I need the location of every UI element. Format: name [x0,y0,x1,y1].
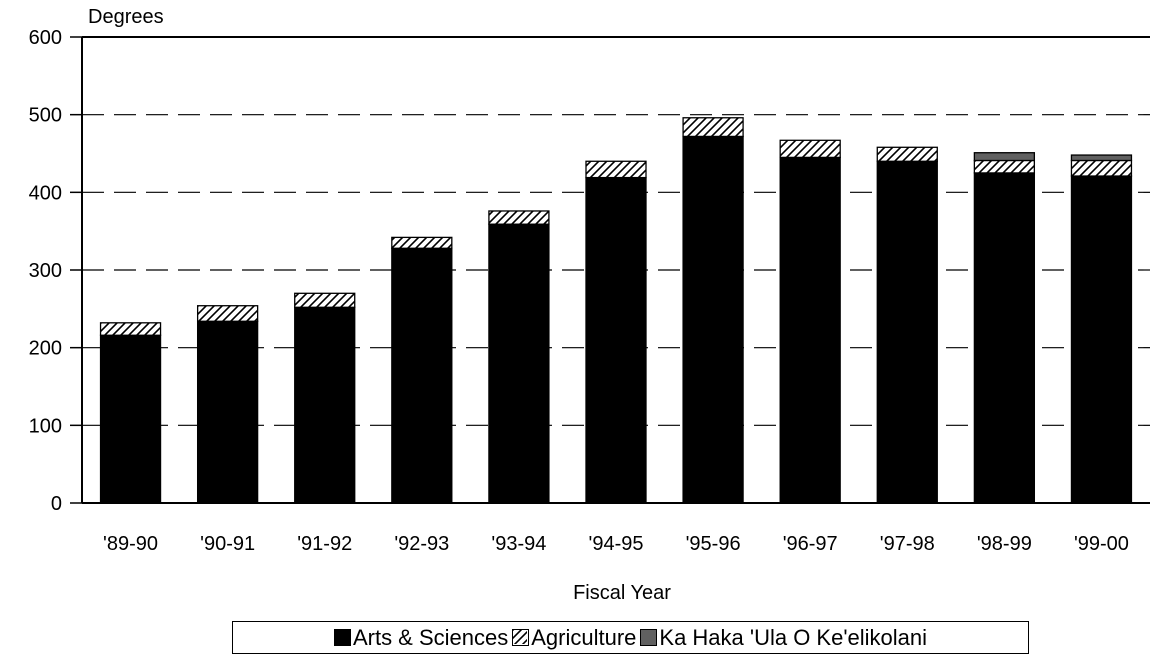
bar-segment [973,159,1036,174]
bars [99,117,1133,504]
y-tick-label: 300 [29,260,62,282]
bar-segment [973,152,1036,162]
legend-label: Arts & Sciences [352,624,509,650]
x-tick-label: '99-00 [1074,533,1129,555]
x-tick-label: '92-93 [394,533,449,555]
x-axis-title: Fiscal Year [573,582,671,604]
legend: Arts & Sciences Agriculture Ka Haka 'Ula O… [232,621,1029,654]
bar-segment [779,156,841,504]
bar-segment [196,320,259,504]
x-tick-label: '96-97 [783,533,838,555]
legend-item: Ka Haka 'Ula O Ke'elikolani [640,625,927,651]
bar-segment [585,176,647,504]
bar-segment [294,292,356,308]
x-tick-label: '90-91 [200,533,255,555]
bar-segment [196,305,259,322]
bar-segment [1070,154,1133,162]
y-axis-title: Degrees [88,6,164,28]
bar-segment [391,247,453,504]
x-tick-label: '97-98 [880,533,935,555]
y-tick-labels: 0 100 200 300 400 500 600 [29,27,62,515]
bar-segment [99,322,162,336]
legend-swatch [333,629,351,646]
y-tick-label: 200 [29,338,62,360]
y-tick-label: 600 [29,27,62,49]
legend-item: Agriculture [512,625,636,651]
x-tick-label: '98-99 [977,533,1032,555]
chart: Degrees 0 100 200 300 400 500 600 '89-90 '90-91… [29,6,1150,604]
bar-segment [585,160,647,179]
bar-segment [488,223,550,504]
bar-segment [682,135,744,504]
x-tick-label: '91-92 [297,533,352,555]
legend-swatch [512,629,530,646]
x-tick-label: '95-96 [686,533,741,555]
x-tick-label: '93-94 [491,533,546,555]
bar-segment [973,172,1036,504]
bar-segment [294,306,356,504]
legend-item: Arts & Sciences [333,624,509,651]
bar-segment [876,160,938,504]
axes [70,36,1150,504]
legend-label: Ka Haka 'Ula O Ke'elikolani [659,624,928,650]
y-tick-label: 400 [29,182,62,204]
x-tick-label: '89-90 [103,533,158,555]
bar-segment [779,139,841,159]
bar-segment [876,146,938,162]
bar-segment [682,117,744,138]
legend-swatch [640,629,658,646]
legend-label: Agriculture [531,624,637,650]
bar-segment [488,210,550,225]
x-tick-labels: '89-90 '90-91 '91-92 '92-93 '93-94 '94-95 '95-… [103,533,1129,555]
y-tick-label: 500 [29,105,62,127]
y-tick-label: 0 [51,493,62,515]
bar-segment [1070,175,1133,504]
bar-segment [391,236,453,249]
bar-segment [1070,159,1133,177]
x-tick-label: '94-95 [589,533,644,555]
bar-segment [99,334,162,504]
y-tick-label: 100 [29,415,62,437]
